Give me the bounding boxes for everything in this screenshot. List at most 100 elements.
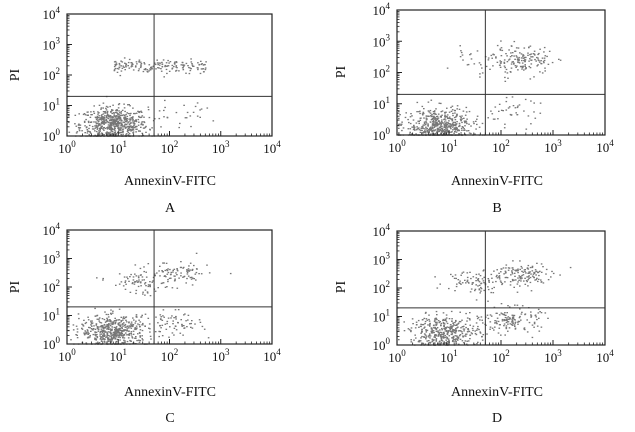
data-point (475, 280, 477, 282)
data-point (165, 262, 168, 264)
data-point (499, 324, 501, 326)
data-point (124, 280, 127, 282)
data-point (107, 114, 110, 116)
data-point (138, 111, 141, 114)
data-point (138, 121, 140, 123)
data-point (429, 323, 431, 325)
data-point (122, 128, 125, 130)
data-point (138, 319, 140, 321)
data-point (134, 322, 137, 324)
data-point (103, 127, 105, 129)
data-point (442, 312, 445, 314)
data-point (128, 104, 130, 106)
data-point (191, 268, 194, 271)
data-point (195, 271, 198, 274)
data-point (135, 120, 138, 123)
data-point (450, 330, 452, 333)
data-point (112, 322, 114, 324)
data-point (434, 117, 437, 119)
data-point (119, 112, 121, 114)
data-point (183, 104, 185, 106)
data-point (440, 125, 442, 127)
data-point (107, 106, 109, 108)
data-point (513, 279, 515, 281)
data-point (131, 282, 134, 285)
data-point (530, 53, 532, 55)
data-point (101, 338, 104, 340)
data-point (175, 272, 177, 274)
data-point (186, 326, 188, 328)
data-point (467, 63, 470, 66)
data-point (115, 115, 117, 117)
data-point (95, 323, 98, 325)
data-point (122, 330, 124, 332)
x-tick-label: 102 (161, 347, 179, 364)
data-point (114, 338, 116, 340)
data-point (203, 328, 206, 330)
data-point (514, 65, 517, 67)
data-point (132, 116, 134, 118)
data-point (482, 280, 485, 282)
data-point (519, 308, 521, 310)
data-point (434, 336, 436, 338)
data-point (427, 131, 429, 133)
data-point (468, 330, 471, 333)
data-point (174, 61, 176, 63)
data-point (124, 281, 126, 283)
data-point (509, 323, 512, 325)
data-point (443, 341, 445, 343)
data-point (409, 122, 412, 125)
data-point (174, 63, 176, 65)
data-point (114, 331, 117, 333)
data-point (110, 125, 113, 127)
data-point (114, 130, 117, 132)
data-point (110, 341, 112, 343)
data-point (500, 55, 503, 57)
data-point (408, 121, 410, 124)
data-point (163, 116, 165, 118)
data-point (112, 310, 114, 312)
data-point (130, 130, 132, 132)
data-point (455, 338, 457, 340)
data-point (115, 329, 117, 331)
data-point (167, 280, 169, 283)
data-point (502, 313, 504, 316)
data-point (100, 127, 103, 129)
data-point (428, 132, 430, 134)
data-point (120, 123, 123, 125)
data-point (144, 294, 146, 296)
data-point (487, 286, 489, 288)
data-point (181, 325, 183, 327)
data-point (142, 339, 144, 341)
data-point (116, 335, 118, 337)
data-point (155, 316, 157, 318)
data-point (96, 327, 99, 330)
data-point (449, 327, 451, 329)
data-point (421, 113, 424, 115)
data-point (511, 314, 514, 316)
data-point (123, 317, 126, 320)
data-point (131, 120, 134, 122)
data-point (127, 334, 130, 336)
data-point (432, 327, 435, 329)
data-point (140, 116, 143, 118)
data-point (92, 333, 95, 336)
data-point (74, 123, 76, 125)
data-point (112, 109, 114, 111)
data-point (513, 324, 516, 326)
data-point (107, 340, 110, 342)
data-point (68, 115, 70, 117)
y-tick-label: 102 (373, 64, 391, 81)
data-point (167, 317, 170, 319)
data-point (108, 331, 110, 333)
data-point (444, 336, 446, 339)
data-point (461, 126, 464, 128)
data-point (531, 265, 534, 267)
data-point (443, 118, 445, 121)
data-point (491, 287, 493, 290)
data-point (445, 317, 448, 319)
data-point (106, 110, 109, 113)
data-point (135, 336, 137, 338)
data-point (434, 320, 436, 322)
data-point (157, 67, 159, 69)
